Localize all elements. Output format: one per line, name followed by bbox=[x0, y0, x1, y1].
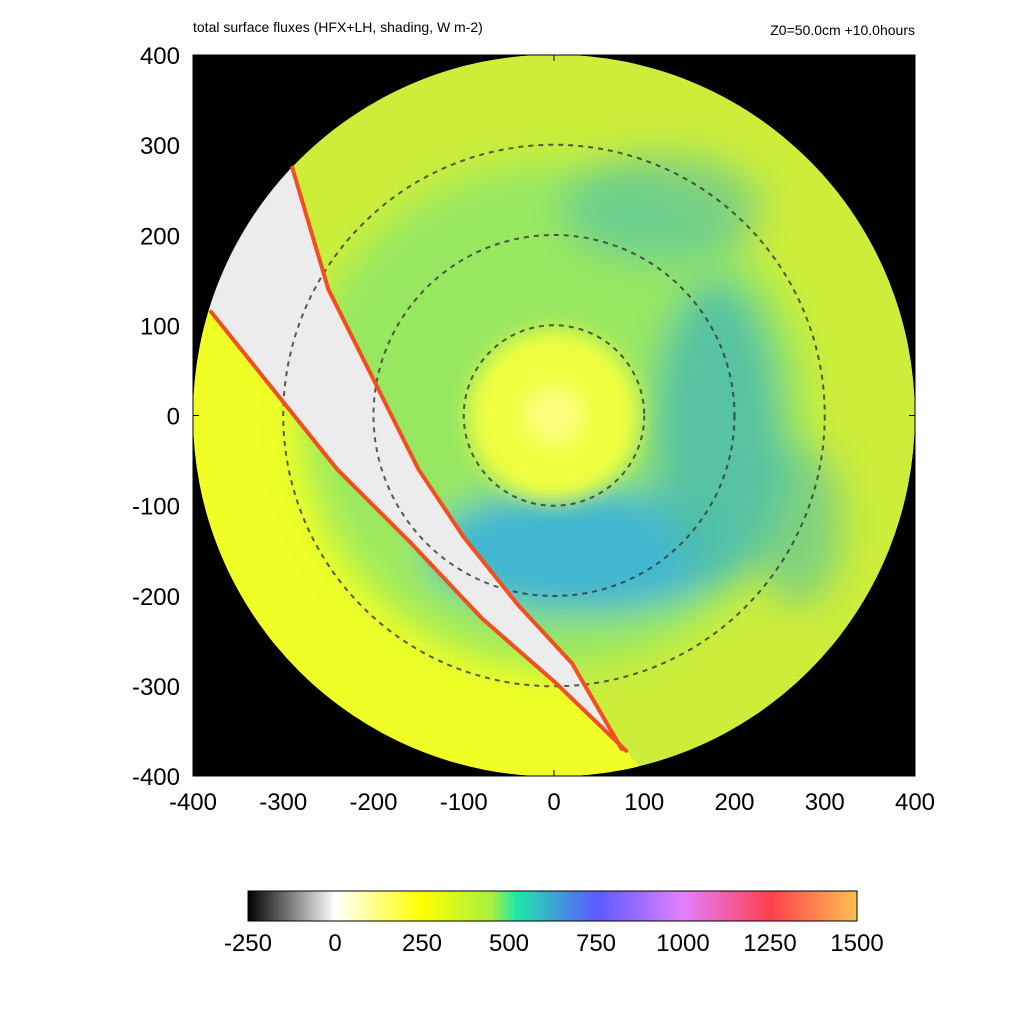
inner-boundary-line bbox=[290, 165, 624, 751]
colorbar-tick-label: 1500 bbox=[830, 930, 883, 957]
x-tick-label: -200 bbox=[349, 789, 397, 816]
y-tick-label: -200 bbox=[132, 584, 180, 611]
region-southwest-land bbox=[193, 271, 663, 777]
region-northern-band bbox=[563, 154, 762, 263]
x-tick-label: 0 bbox=[547, 789, 560, 816]
colorbar-tick-label: 1250 bbox=[743, 930, 796, 957]
x-tick-label: -100 bbox=[440, 789, 488, 816]
outer-boundary-line bbox=[209, 309, 629, 753]
range-rings bbox=[282, 143, 826, 688]
y-tick-label: 400 bbox=[140, 43, 180, 70]
x-tick-label: 200 bbox=[714, 789, 754, 816]
y-tick-label: 300 bbox=[140, 133, 180, 160]
core-structure bbox=[468, 329, 640, 502]
x-tick-label: 100 bbox=[624, 789, 664, 816]
region-coastal-strip bbox=[193, 54, 627, 751]
y-tick-label: -100 bbox=[132, 494, 180, 521]
strip-boundaries bbox=[209, 165, 629, 753]
y-tick-label: -300 bbox=[132, 674, 180, 701]
colorbar-tick-label: -250 bbox=[224, 930, 272, 957]
range-ring-200 bbox=[372, 234, 736, 597]
region-southern-band bbox=[427, 487, 735, 614]
range-ring-300 bbox=[282, 143, 826, 688]
x-tick-label: -300 bbox=[259, 789, 307, 816]
x-tick-label: 300 bbox=[805, 789, 845, 816]
region-eastern-band bbox=[653, 280, 780, 587]
chart-subtitle: Z0=50.0cm +10.0hours bbox=[770, 22, 915, 38]
y-tick-label: 100 bbox=[140, 313, 180, 340]
x-axis: -400 -300 -200 -100 0 100 200 300 400 bbox=[169, 55, 935, 816]
region-outer-east-band bbox=[752, 442, 843, 605]
colorbar-scale bbox=[247, 890, 858, 922]
colorbar-tick-label: 0 bbox=[328, 930, 341, 957]
flux-field bbox=[193, 54, 915, 777]
y-tick-label: 0 bbox=[167, 404, 180, 431]
colorbar-tick-label: 750 bbox=[576, 930, 616, 957]
y-tick-label: 200 bbox=[140, 223, 180, 250]
colorbar-tick-label: 1000 bbox=[656, 930, 709, 957]
region-eye bbox=[526, 388, 582, 443]
y-axis: -400 -300 -200 -100 0 100 200 300 400 bbox=[132, 43, 915, 791]
x-tick-label: 400 bbox=[895, 789, 935, 816]
colorbar-tick-label: 500 bbox=[489, 930, 529, 957]
range-ring-100 bbox=[462, 324, 646, 507]
y-tick-label: -400 bbox=[132, 764, 180, 791]
chart-title: total surface fluxes (HFX+LH, shading, W… bbox=[193, 19, 483, 35]
colorbar: -250 0 250 500 750 1000 1250 1500 bbox=[224, 890, 884, 957]
colorbar-tick-label: 250 bbox=[402, 930, 442, 957]
x-tick-label: -400 bbox=[169, 789, 217, 816]
